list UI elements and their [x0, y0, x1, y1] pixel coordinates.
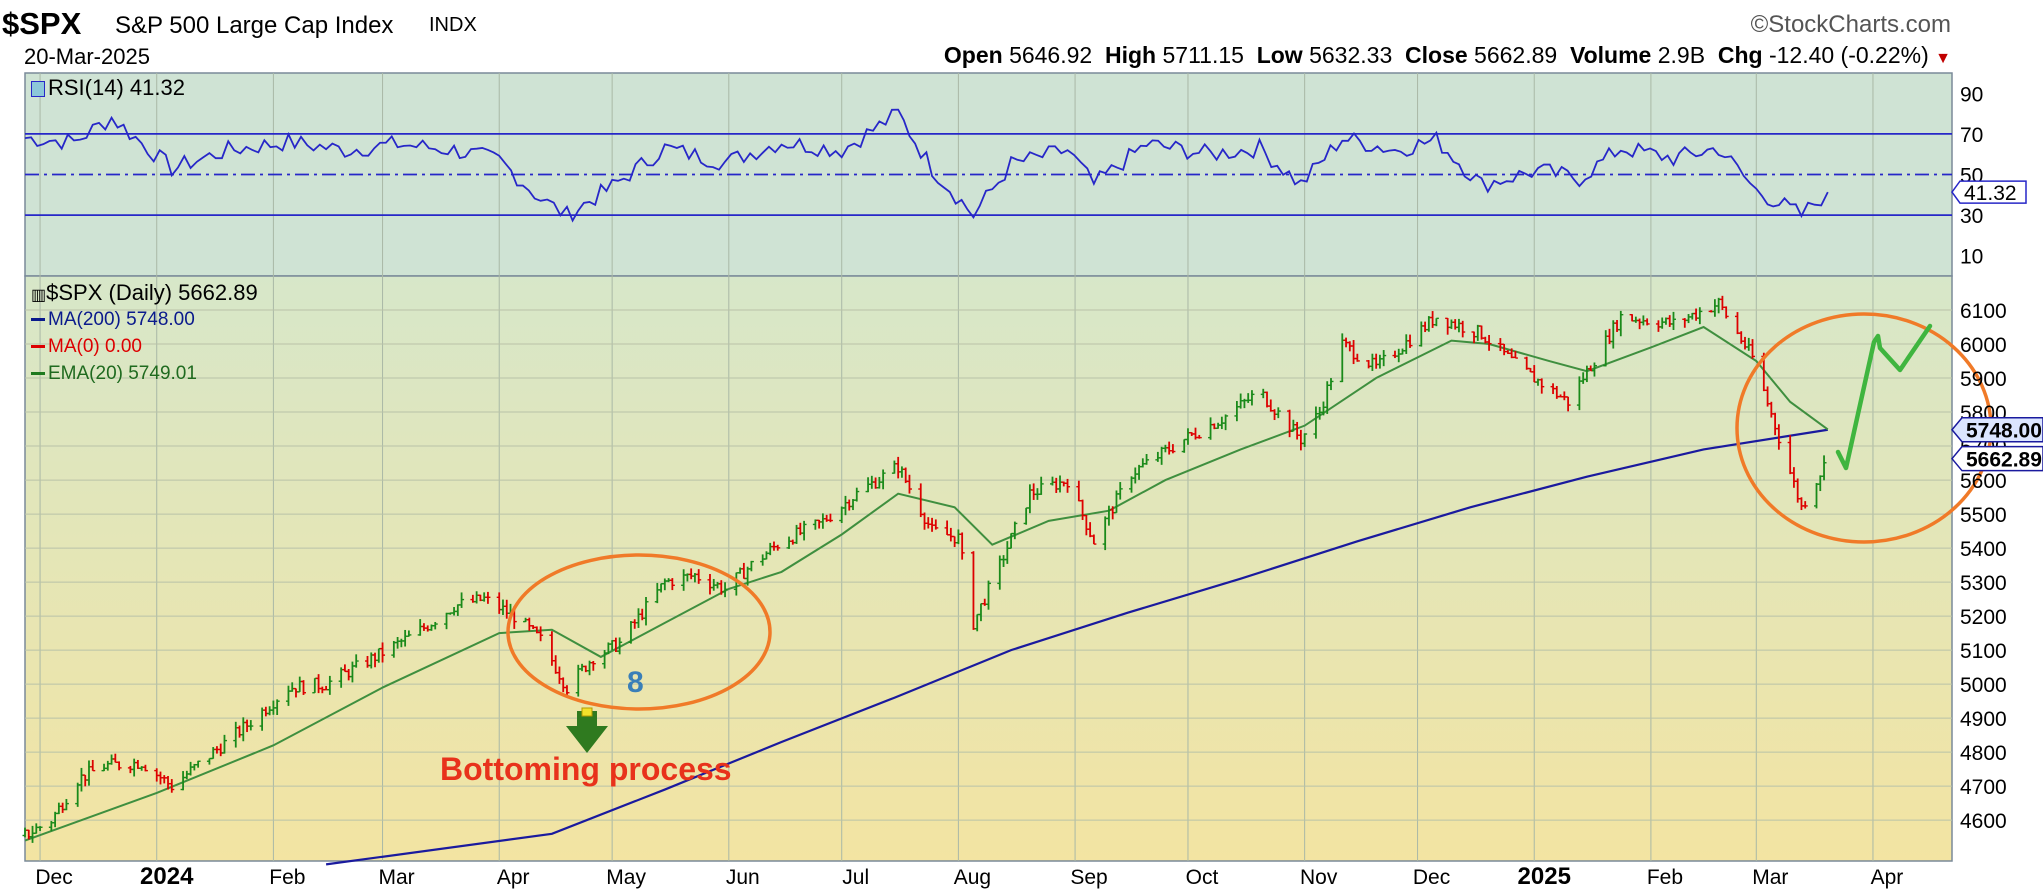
- rsi-line: [24, 108, 1829, 223]
- price-y-tick-label: 6100: [1960, 300, 2007, 323]
- price-y-tick-label: 5200: [1960, 606, 2007, 629]
- x-tick-label: May: [606, 866, 646, 889]
- x-tick-label: 2025: [1518, 863, 1571, 890]
- bottoming-circle: [506, 553, 772, 711]
- legend-ma0: MA(0) 0.00: [31, 336, 142, 358]
- ma200-value-tag: [1951, 416, 2043, 443]
- price-y-tick-label: 6000: [1960, 334, 2007, 357]
- forecast-checkmark: [1835, 323, 1933, 471]
- ma200-swatch-icon: [31, 318, 45, 322]
- chg-value: -12.40 (-0.22%): [1768, 42, 1929, 68]
- rsi-y-tick-label: 30: [1960, 205, 1983, 228]
- open-value: 5646.92: [1009, 42, 1093, 68]
- rsi-y-tick-label: 10: [1960, 246, 1983, 269]
- ma0-swatch-icon: [31, 345, 45, 349]
- legend-ma200-label: MA(200) 5748.00: [48, 309, 195, 330]
- rsi-legend: RSI(14) 41.32: [31, 75, 185, 101]
- low-value: 5632.33: [1309, 42, 1393, 68]
- x-tick-label: 2024: [140, 863, 194, 890]
- close-value-tag: [1951, 445, 2043, 472]
- ema20-line: [24, 325, 1829, 842]
- x-tick-label: Dec: [35, 866, 72, 889]
- x-tick-label: Mar: [378, 866, 414, 889]
- x-tick-label: Nov: [1300, 866, 1338, 889]
- x-tick-label: Oct: [1186, 866, 1219, 889]
- price-legend: ▥$SPX (Daily) 5662.89: [31, 280, 258, 306]
- x-tick-label: Sep: [1070, 866, 1107, 889]
- price-y-tick-label: 4900: [1960, 708, 2007, 731]
- ohlc-summary: Open 5646.92 High 5711.15 Low 5632.33 Cl…: [944, 42, 1951, 69]
- x-tick-label: Jul: [842, 866, 869, 889]
- rsi-swatch-icon: [31, 81, 45, 98]
- chg-down-icon: ▼: [1935, 50, 1951, 67]
- number-eight-annotation: 8: [627, 666, 644, 699]
- price-y-tick-label: 4700: [1960, 776, 2007, 799]
- high-value: 5711.15: [1162, 42, 1244, 68]
- x-tick-label: Apr: [497, 866, 530, 889]
- open-label: Open: [943, 42, 1003, 68]
- rsi-y-tick-label: 90: [1960, 83, 1983, 106]
- x-tick-label: Dec: [1413, 866, 1450, 889]
- exchange-label: INDX: [429, 14, 477, 36]
- legend-ema20: EMA(20) 5749.01: [31, 363, 197, 385]
- rsi-y-tick-label: 70: [1960, 124, 1983, 147]
- price-y-tick-label: 5400: [1960, 538, 2007, 561]
- x-tick-label: Feb: [1647, 866, 1683, 889]
- x-tick-label: Feb: [269, 866, 305, 889]
- index-name: S&P 500 Large Cap Index: [115, 12, 394, 39]
- ma200-value-tag-text: 5748.00: [1966, 420, 2042, 443]
- up-arrow-icon: [566, 711, 608, 753]
- x-tick-label: Apr: [1871, 866, 1904, 889]
- rsi-value-tag: [1951, 180, 2027, 204]
- bottoming-process-annotation: Bottoming process: [440, 751, 732, 787]
- price-y-tick-label: 5900: [1960, 368, 2007, 391]
- volume-value: 2.9B: [1657, 42, 1706, 68]
- price-y-tick-label: 5600: [1960, 470, 2007, 493]
- arrow-marker-icon: [581, 707, 593, 717]
- legend-ma0-label: MA(0) 0.00: [48, 336, 142, 357]
- legend-ma200: MA(200) 5748.00: [31, 309, 195, 331]
- close-label: Close: [1405, 42, 1468, 68]
- x-tick-label: Aug: [954, 866, 991, 889]
- volume-label: Volume: [1569, 42, 1652, 68]
- x-tick-label: Mar: [1752, 866, 1788, 889]
- high-label: High: [1104, 42, 1157, 68]
- ma200-line: [325, 428, 1828, 866]
- price-y-tick-label: 5100: [1960, 640, 2007, 663]
- price-y-tick-label: 5300: [1960, 572, 2007, 595]
- rsi-value-tag-text: 41.32: [1964, 182, 2017, 205]
- price-panel-background: [24, 275, 1953, 862]
- chg-label: Chg: [1717, 42, 1763, 68]
- low-label: Low: [1256, 42, 1303, 68]
- symbol-title: $SPX: [2, 6, 82, 41]
- close-value: 5662.89: [1474, 42, 1558, 68]
- brand-watermark[interactable]: ©StockCharts.com: [1750, 11, 1951, 38]
- ema20-swatch-icon: [31, 372, 45, 376]
- price-y-tick-label: 5000: [1960, 674, 2007, 697]
- chart-date: 20-Mar-2025: [24, 44, 150, 69]
- price-legend-label: $SPX (Daily) 5662.89: [46, 280, 258, 305]
- close-value-tag-text: 5662.89: [1966, 449, 2042, 472]
- x-tick-label: Jun: [726, 866, 760, 889]
- price-y-tick-label: 4800: [1960, 742, 2007, 765]
- legend-ema20-label: EMA(20) 5749.01: [48, 363, 197, 384]
- rsi-legend-label: RSI(14) 41.32: [48, 75, 185, 100]
- price-y-tick-label: 4600: [1960, 810, 2007, 833]
- price-y-tick-label: 5500: [1960, 504, 2007, 527]
- ohlc-bars-icon: ▥: [31, 287, 47, 304]
